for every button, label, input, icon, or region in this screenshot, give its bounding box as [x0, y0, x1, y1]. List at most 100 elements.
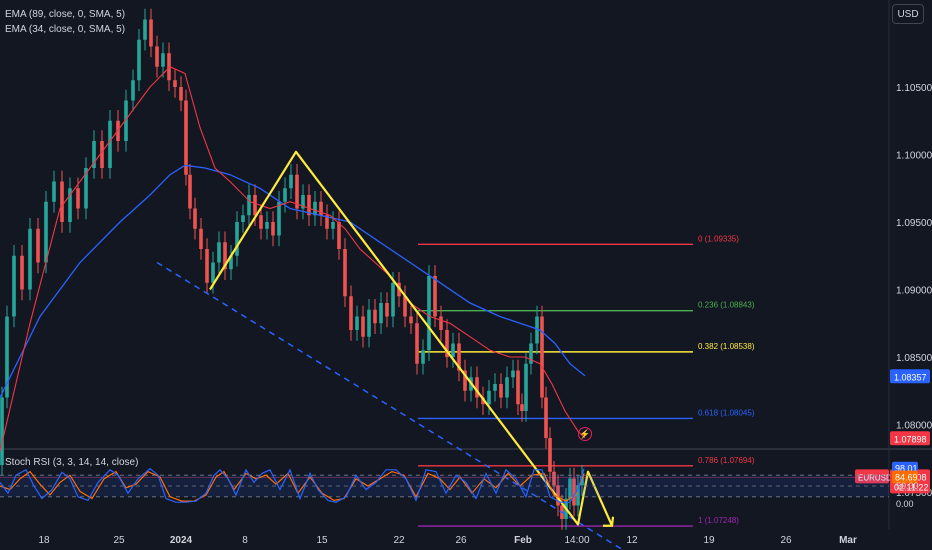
candle-body — [247, 195, 251, 216]
currency-button[interactable]: USD — [892, 4, 924, 24]
fib-level-label: 0.236 (1.08843) — [698, 301, 755, 310]
candle-body — [184, 100, 188, 175]
ema34-legend[interactable]: EMA (34, close, 0, SMA, 5) — [5, 24, 126, 35]
trend-arrow-head — [603, 516, 615, 527]
candle-body — [161, 53, 165, 67]
candle-body — [271, 222, 275, 236]
time-tick-label: 26 — [455, 535, 467, 546]
time-tick-label: 2024 — [170, 535, 193, 546]
time-tick-label: 14:00 — [564, 535, 589, 546]
candle-body — [307, 195, 311, 216]
candle-body — [149, 19, 153, 47]
stoch-rsi-legend[interactable]: Stoch RSI (3, 3, 14, 14, close) — [5, 457, 139, 468]
candle-body — [524, 363, 528, 411]
time-tick-label: Feb — [514, 535, 532, 546]
candle-body — [415, 323, 419, 364]
candle-body — [259, 215, 263, 229]
candle-body — [205, 249, 209, 283]
time-tick-label: 8 — [242, 535, 248, 546]
candle-body — [84, 168, 88, 209]
candle-body — [433, 276, 437, 317]
indicator-price-value: 1.08357 — [894, 372, 927, 382]
candle-body — [179, 87, 183, 101]
candle-body — [235, 222, 239, 256]
candle-body — [481, 397, 485, 405]
candle-body — [124, 100, 128, 141]
price-tick-label: 1.10000 — [896, 151, 932, 162]
candle-body — [131, 80, 135, 101]
candle-body — [373, 309, 377, 324]
candle-body — [137, 39, 141, 81]
candle-body — [499, 384, 503, 398]
candle-body — [457, 343, 461, 371]
candle-body — [343, 249, 347, 297]
ema89-legend[interactable]: EMA (89, close, 0, SMA, 5) — [5, 9, 126, 20]
time-tick-label: 15 — [316, 535, 328, 546]
candle-body — [552, 471, 556, 486]
candle-body — [451, 343, 455, 357]
time-tick-label: 25 — [113, 535, 125, 546]
stoch-k-line — [0, 467, 585, 503]
fib-level-label: 1 (1.07248) — [698, 516, 739, 525]
stoch-d-tag — [892, 470, 918, 484]
candle-body — [199, 228, 203, 249]
candle-body — [20, 255, 24, 290]
candle-body — [167, 53, 171, 81]
candle-body — [379, 303, 383, 324]
candle-body — [535, 316, 539, 344]
symbol-tag-label: EURUSD — [858, 473, 892, 482]
indicator-price-tag — [890, 431, 930, 446]
candle-body — [544, 397, 548, 438]
candle-body — [155, 46, 159, 67]
time-tick-label: 26 — [780, 535, 792, 546]
candle-body — [28, 228, 32, 290]
candle-body — [108, 120, 112, 168]
candle-body — [241, 215, 245, 222]
candle-body — [52, 181, 56, 202]
candle-body — [253, 195, 257, 216]
candle-body — [439, 316, 443, 330]
candle-body — [295, 174, 299, 209]
candle-body — [540, 316, 544, 398]
candle-body — [319, 201, 323, 216]
price-tick-label: 1.09000 — [896, 286, 932, 297]
candle-body — [12, 255, 16, 317]
candle-body — [391, 282, 395, 317]
price-tick-label: 1.08000 — [896, 421, 932, 432]
candle-body — [463, 370, 467, 391]
stoch-k-value: 98.01 — [895, 464, 918, 474]
candle-body — [173, 80, 177, 87]
candle-body — [100, 141, 104, 168]
candle-body — [301, 195, 305, 209]
candle-body — [283, 188, 287, 202]
candle-body — [143, 19, 147, 40]
time-tick-label: Mar — [839, 535, 857, 546]
candle-body — [313, 201, 317, 216]
time-tick-label: 18 — [38, 535, 50, 546]
lightning-icon[interactable]: ⚡ — [578, 427, 592, 441]
candle-body — [68, 188, 72, 222]
indicator-price-value: 1.07898 — [894, 434, 927, 444]
candle-body — [36, 228, 40, 263]
stoch-level-label: 0.00 — [896, 499, 914, 509]
indicator-price-tag — [890, 369, 930, 384]
candle-body — [367, 309, 371, 337]
candle-body — [229, 255, 233, 270]
candle-body — [361, 316, 365, 337]
candle-body — [193, 208, 197, 229]
candle-body — [277, 201, 281, 236]
candle-body — [548, 438, 552, 472]
candle-body — [568, 478, 572, 499]
countdown-timer: 02:11:22 — [894, 482, 928, 492]
candle-body — [349, 296, 353, 330]
fib-level-label: 0.618 (1.08045) — [698, 408, 755, 417]
candle-body — [265, 222, 269, 229]
candle-body — [511, 370, 515, 378]
time-tick-label: 12 — [626, 535, 638, 546]
candle-body — [92, 141, 96, 168]
candle-body — [385, 303, 389, 317]
price-tick-label: 1.07500 — [896, 488, 932, 499]
candle-body — [331, 222, 335, 229]
